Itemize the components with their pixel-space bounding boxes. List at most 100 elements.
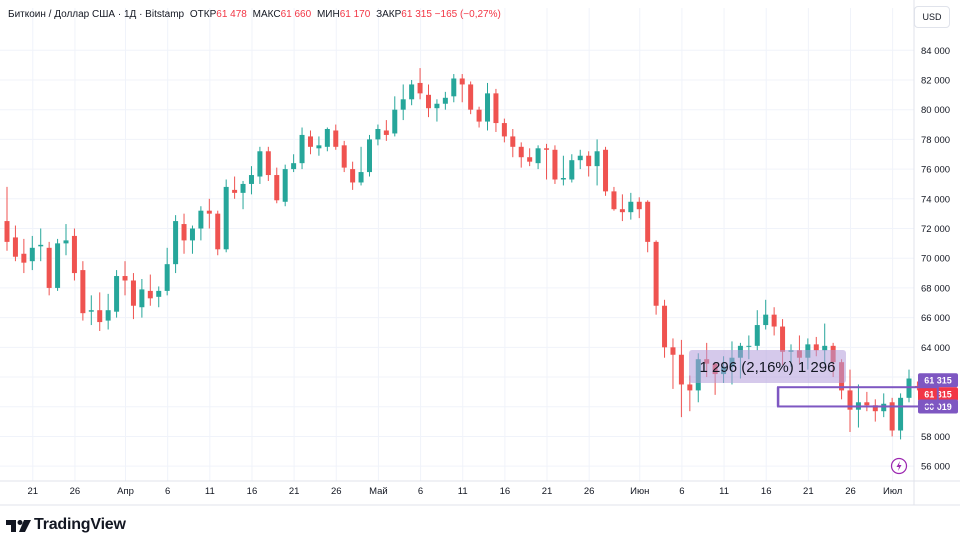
candle-body: [544, 148, 550, 150]
candle-body: [434, 103, 440, 109]
change-value: −165 (−0,27%): [434, 9, 501, 20]
candle-body: [493, 93, 499, 124]
x-tick-label: Май: [369, 486, 388, 497]
candle-body: [501, 123, 507, 137]
candle-body: [400, 99, 406, 110]
candle-body: [130, 280, 136, 306]
y-tick-label: 74 000: [921, 194, 950, 205]
price-label-tag: [918, 373, 958, 388]
y-tick-label: 70 000: [921, 254, 950, 265]
candle-body: [147, 290, 153, 299]
x-tick-label: 26: [70, 486, 81, 497]
x-tick-label: 26: [584, 486, 595, 497]
candle-body: [619, 209, 625, 213]
candle-body: [71, 235, 77, 274]
candle-body: [392, 109, 398, 134]
open-label: ОТКР: [189, 9, 217, 20]
candle-body: [173, 221, 179, 265]
candle-body: [12, 237, 18, 257]
y-tick-label: 84 000: [921, 46, 950, 57]
candle-body: [678, 354, 684, 385]
candle-body: [847, 390, 853, 410]
candle-body: [139, 289, 145, 308]
symbol-label[interactable]: Биткоин / Доллар США · 1Д · Bitstamp: [8, 9, 185, 20]
candle-body: [189, 228, 195, 241]
measure-label-text: 1 296 (2,16%) 1 296: [700, 359, 836, 376]
legend-header: Биткоин / Доллар США · 1Д · Bitstamp ОТК…: [8, 9, 501, 20]
candle-body: [476, 109, 482, 122]
candle-body: [299, 134, 305, 164]
candle-body: [780, 326, 786, 352]
drawing-overlays: 1 296 (2,16%) 1 296: [689, 350, 939, 408]
lightning-icon[interactable]: [890, 457, 908, 475]
candle-body: [864, 402, 870, 406]
candle-body: [38, 244, 44, 247]
candle-body: [813, 344, 819, 351]
candle-body: [653, 241, 659, 306]
x-tick-label: 16: [247, 486, 258, 497]
candle-body: [375, 128, 381, 140]
y-tick-label: 76 000: [921, 165, 950, 176]
candle-body: [257, 151, 263, 177]
candle-body: [687, 384, 693, 391]
candle-body: [459, 78, 465, 85]
x-tick-label: 11: [719, 486, 729, 497]
candle-body: [586, 155, 592, 167]
measure-label-box: [689, 350, 846, 383]
x-tick-label: Апр: [117, 486, 134, 497]
candle-body: [889, 402, 895, 431]
candle-body: [232, 189, 238, 193]
candle-body: [552, 149, 558, 180]
y-tick-label: 80 000: [921, 105, 950, 116]
candle-body: [603, 149, 609, 192]
candle-body: [248, 175, 254, 184]
candle-body: [105, 310, 111, 321]
x-tick-label: 21: [28, 486, 39, 497]
x-tick-label: 26: [331, 486, 342, 497]
low-value: 61 170: [339, 9, 371, 20]
time-axis: 21 26 Апр 6 11 16 21 26 Май 6 11 16 21 26 Июн 6 11 16 21 26…: [0, 480, 960, 506]
candle-body: [223, 186, 229, 250]
candle-body: [21, 253, 27, 263]
high-label: МАКС: [252, 9, 281, 20]
candle-body: [417, 82, 423, 94]
candle-body: [122, 276, 128, 281]
candle-body: [46, 247, 52, 288]
candle-body: [215, 213, 221, 250]
y-tick-label: 68 000: [921, 283, 950, 294]
y-tick-label: 58 000: [921, 432, 950, 443]
candle-body: [114, 276, 120, 312]
x-tick-label: 16: [761, 486, 772, 497]
brand-name: TradingView: [34, 516, 126, 533]
candle-body: [291, 163, 297, 170]
candle-body: [383, 130, 389, 135]
candle-body: [535, 148, 541, 164]
x-tick-label: 21: [542, 486, 553, 497]
candle-body: [611, 191, 617, 210]
candle-body: [670, 347, 676, 355]
candle-body: [156, 290, 162, 297]
candle-body: [240, 183, 246, 193]
candle-body: [409, 84, 415, 100]
chart-grid: [0, 8, 914, 481]
candle-body: [198, 210, 204, 229]
low-label: МИН: [316, 9, 340, 20]
currency-button[interactable]: USD: [914, 6, 950, 28]
candle-body: [316, 145, 322, 149]
x-tick-label: 26: [845, 486, 856, 497]
candle-body: [366, 139, 372, 173]
candle-body: [4, 221, 10, 242]
x-tick-label: 21: [289, 486, 300, 497]
candle-body: [771, 314, 777, 327]
candle-body: [274, 175, 280, 201]
candle-body: [97, 310, 103, 323]
x-tick-label: 21: [803, 486, 814, 497]
high-value: 61 660: [280, 9, 312, 20]
candle-body: [333, 130, 339, 147]
candle-body: [754, 325, 760, 346]
candle-body: [645, 201, 651, 242]
y-tick-label: 78 000: [921, 135, 950, 146]
